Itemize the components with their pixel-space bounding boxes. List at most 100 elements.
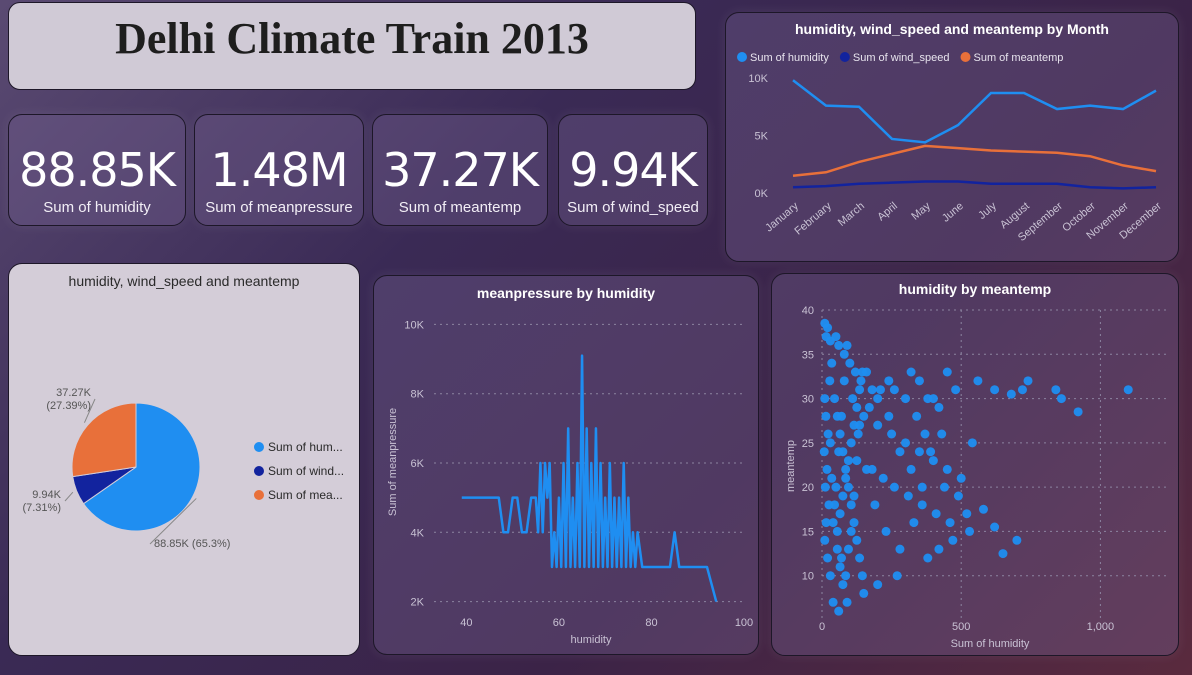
pie-slice	[71, 402, 137, 478]
scatter-chart-panel[interactable]: humidity by meantemp 10 15 20 25 30 35 40 0 500 1…	[771, 273, 1179, 656]
scatter-point	[1017, 385, 1027, 395]
chart-title: humidity by meantemp	[898, 281, 1052, 297]
scatter-point	[1073, 407, 1083, 417]
scatter-point	[948, 535, 958, 545]
slice-data-label-percent: (7.31%)	[22, 502, 61, 514]
pressure-line-chart-panel[interactable]: meanpressure by humidity 2K 4K 6K 8K 10K 40 60…	[373, 275, 759, 655]
kpi-card-humidity[interactable]: 88.85K Sum of humidity	[8, 114, 186, 226]
scatter-point	[838, 580, 848, 590]
x-tick-label: February	[792, 200, 834, 238]
scatter-point	[901, 394, 911, 404]
y-tick-label: 15	[802, 526, 814, 538]
y-tick-label: 0K	[755, 188, 769, 200]
scatter-point	[846, 526, 856, 536]
y-tick-label: 8K	[411, 389, 425, 401]
scatter-point	[917, 500, 927, 510]
scatter-point	[855, 553, 865, 563]
slice-data-label: 9.94K	[32, 489, 61, 501]
y-tick-label: 2K	[411, 597, 425, 609]
scatter-point	[857, 571, 867, 581]
pie-chart-panel[interactable]: humidity, wind_speed and meantemp 88.85K…	[8, 263, 360, 656]
kpi-label: Sum of humidity	[43, 199, 151, 216]
pie-slice	[82, 402, 201, 532]
scatter-point	[1123, 385, 1133, 395]
x-tick-label: June	[940, 200, 966, 225]
scatter-point	[842, 597, 852, 607]
scatter-point	[928, 456, 938, 466]
kpi-label: Sum of meantemp	[398, 199, 522, 216]
scatter-point	[945, 518, 955, 528]
scatter-point	[823, 429, 833, 439]
pressure-line-chart: 2K 4K 6K 8K 10K 40 60 80 100 humidity Sum of meanp…	[387, 319, 753, 646]
legend-marker	[254, 442, 264, 452]
pie-chart: 88.85K (65.3%) 9.94K(7.31%) 37.27K(27.39%)…	[22, 387, 344, 550]
kpi-card-meantemp[interactable]: 37.27K Sum of meantemp	[372, 114, 548, 226]
scatter-point	[909, 518, 919, 528]
scatter-point	[917, 482, 927, 492]
scatter-point	[934, 544, 944, 554]
scatter-point	[852, 456, 862, 466]
legend-label: Sum of meantemp	[974, 52, 1064, 64]
scatter-point	[846, 438, 856, 448]
scatter-point	[859, 588, 869, 598]
scatter-point	[873, 580, 883, 590]
kpi-label: Sum of meanpressure	[205, 199, 353, 216]
x-tick-label: July	[976, 200, 999, 222]
chart-title: meanpressure by humidity	[476, 285, 656, 301]
y-tick-label: 40	[802, 305, 814, 317]
scatter-point	[967, 438, 977, 448]
scatter-point	[841, 464, 851, 474]
scatter-point	[845, 358, 855, 368]
scatter-point	[848, 394, 858, 404]
scatter-point	[827, 358, 837, 368]
scatter-point	[934, 402, 944, 412]
kpi-card-meanpressure[interactable]: 1.48M Sum of meanpressure	[194, 114, 364, 226]
scatter-point	[830, 394, 840, 404]
scatter-point	[965, 526, 975, 536]
y-tick-label: 30	[802, 394, 814, 406]
y-tick-label: 20	[802, 482, 814, 494]
slice-data-label: 88.85K (65.3%)	[154, 538, 230, 550]
monthly-line-chart: Sum of humidity Sum of wind_speed Sum of m…	[737, 52, 1164, 244]
scatter-point	[853, 429, 863, 439]
scatter-point	[939, 482, 949, 492]
scatter-point	[951, 385, 961, 395]
scatter-point	[920, 429, 930, 439]
scatter-point	[895, 544, 905, 554]
x-tick-label: 100	[735, 617, 753, 629]
x-tick-label: May	[909, 200, 933, 223]
kpi-value: 37.27K	[382, 143, 539, 197]
monthly-line-chart-panel[interactable]: humidity, wind_speed and meantemp by Mon…	[725, 12, 1179, 262]
x-axis-title: humidity	[571, 634, 612, 646]
scatter-point	[839, 376, 849, 386]
scatter-point	[843, 456, 853, 466]
legend-marker	[254, 490, 264, 500]
x-tick-label: 0	[819, 621, 825, 633]
scatter-point	[931, 509, 941, 519]
scatter-point	[1006, 389, 1016, 399]
scatter-point	[832, 544, 842, 554]
kpi-value: 88.85K	[19, 143, 176, 197]
scatter-point	[912, 411, 922, 421]
legend-label: Sum of wind...	[268, 464, 344, 478]
x-tick-label: 80	[645, 617, 657, 629]
chart-title: humidity, wind_speed and meantemp by Mon…	[795, 21, 1109, 37]
x-tick-label: 1,000	[1087, 621, 1115, 633]
scatter-point	[867, 385, 877, 395]
scatter-point	[914, 376, 924, 386]
scatter-point	[892, 571, 902, 581]
scatter-point	[906, 464, 916, 474]
scatter-point	[857, 367, 867, 377]
scatter-point	[887, 429, 897, 439]
scatter-point	[841, 571, 851, 581]
scatter-point	[841, 473, 851, 483]
series-line	[792, 79, 1157, 144]
scatter-point	[870, 500, 880, 510]
kpi-value: 1.48M	[210, 143, 348, 197]
kpi-card-wind-speed[interactable]: 9.94K Sum of wind_speed	[558, 114, 708, 226]
scatter-point	[1023, 376, 1033, 386]
scatter-point	[978, 504, 988, 514]
scatter-point	[835, 562, 845, 572]
scatter-point	[875, 385, 885, 395]
scatter-point	[901, 438, 911, 448]
